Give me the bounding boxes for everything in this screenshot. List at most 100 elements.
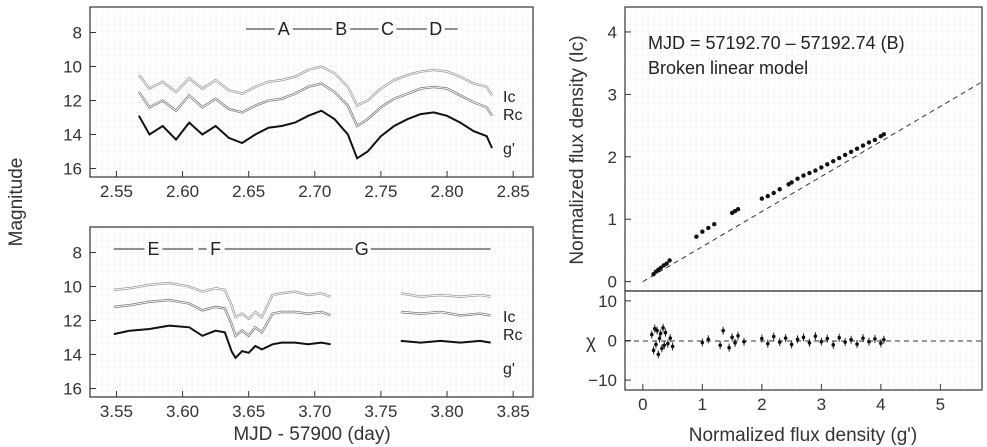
residual-point <box>652 326 657 331</box>
residual-point <box>766 341 770 346</box>
x-tick-label: 3 <box>817 395 826 414</box>
data-point <box>700 229 705 234</box>
x-tick-label: 2.80 <box>430 182 463 201</box>
residual-point <box>837 335 841 340</box>
x-tick-label: 2.55 <box>100 182 133 201</box>
series-line-inner-ic <box>138 66 493 107</box>
residual-point <box>882 337 886 342</box>
residual-point <box>831 343 836 347</box>
x-tick-label: 3.85 <box>497 402 530 421</box>
residual-point <box>855 342 859 346</box>
x-tick-label: 3.75 <box>364 402 397 421</box>
series-label-ic: Ic <box>503 89 515 106</box>
series-label-g: g' <box>503 361 515 378</box>
residual-point <box>721 328 725 333</box>
chart-bottom-left: 3.55 3.60 3.65 3.70 3.75 3.80 3.85 8 10 12 14 16 E F… <box>63 226 534 421</box>
residual-point <box>813 334 818 338</box>
y-tick-label: 1 <box>608 210 617 229</box>
data-point <box>860 143 866 148</box>
series-label-rc: Rc <box>503 107 523 124</box>
data-point <box>825 162 830 167</box>
shared-y-axis-label: Magnitude <box>6 158 27 247</box>
data-point <box>854 146 860 151</box>
series-label-rc: Rc <box>503 327 523 344</box>
y-axis-label-ic: Normalized flux density (Ic) <box>567 35 588 264</box>
x-tick-label: 2.75 <box>364 182 397 201</box>
residual-point <box>807 341 812 345</box>
shared-x-axis-label: MJD - 57900 (day) <box>233 424 390 445</box>
x-tick-label: 2.60 <box>166 182 199 201</box>
residual-point <box>706 337 711 342</box>
plot-area-top-right <box>624 6 983 292</box>
y-tick-label: 16 <box>63 380 82 399</box>
y-tick-label: 4 <box>608 23 617 42</box>
x-tick-label: 2.85 <box>497 182 530 201</box>
residual-point <box>733 341 737 345</box>
y-tick-label: 8 <box>73 244 82 263</box>
series-line-inner-rc <box>113 299 491 337</box>
x-tick-label: 2 <box>757 395 766 414</box>
residual-point <box>661 326 665 330</box>
chart-top-left: 2.55 2.60 2.65 2.70 2.75 2.80 2.85 8 10 12 14 16 A B… <box>63 6 534 201</box>
residual-point <box>795 337 800 342</box>
residual-point <box>861 336 865 340</box>
residual-point <box>700 340 705 345</box>
residual-point <box>849 337 853 342</box>
data-point <box>694 234 699 239</box>
residual-point <box>789 342 794 347</box>
data-point <box>759 196 765 201</box>
residual-point <box>666 341 670 346</box>
annotation-model: Broken linear model <box>648 58 808 78</box>
x-tick-label: 4 <box>876 395 885 414</box>
x-tick-label: 2.70 <box>298 182 331 201</box>
y-axis-label-chi: χ <box>586 332 596 353</box>
x-tick-label: 3.60 <box>166 402 199 421</box>
residual-point <box>730 335 734 340</box>
data-point <box>789 180 794 185</box>
data-point <box>848 149 854 155</box>
x-tick-label: 0 <box>638 395 647 414</box>
y-tick-label: 12 <box>63 312 82 331</box>
y-tick-label: 8 <box>73 24 82 43</box>
x-tick-label: 2.65 <box>232 182 265 201</box>
residual-point <box>662 343 667 348</box>
series-line-inner-ic <box>113 282 491 320</box>
y-tick-label: 10 <box>63 58 82 77</box>
series-label-ic: Ic <box>503 309 515 326</box>
data-point <box>813 168 818 173</box>
residual-point <box>663 330 668 335</box>
residual-point <box>742 339 746 344</box>
y-tick-label: 16 <box>63 160 82 179</box>
data-point <box>667 258 672 263</box>
data-point <box>795 176 800 181</box>
residual-point <box>783 336 788 340</box>
residual-point <box>736 333 740 338</box>
data-point <box>658 265 663 271</box>
data-point <box>777 187 782 192</box>
data-point <box>801 173 806 178</box>
segment-label-c: C <box>381 19 394 39</box>
residual-point <box>879 341 883 346</box>
x-tick-label: 3.55 <box>100 402 133 421</box>
y-tick-label: 10 <box>598 292 617 311</box>
data-point <box>831 158 836 164</box>
annotation-mjd-range: MJD = 57192.70 – 57192.74 (B) <box>648 33 905 53</box>
residual-point <box>825 336 830 341</box>
segment-label-d: D <box>429 19 442 39</box>
residual-point <box>668 336 673 340</box>
chart-bottom-right: 0 1 2 3 4 5 10 0 −10 χ Normalized flux density (… <box>586 290 983 446</box>
residual-point <box>655 328 659 333</box>
x-tick-label: 5 <box>936 395 945 414</box>
residual-point <box>657 336 662 341</box>
model-line <box>642 81 983 283</box>
series-line-g <box>138 109 493 160</box>
residual-point <box>670 344 675 349</box>
residual-point <box>843 340 847 344</box>
x-tick-label: 3.70 <box>298 402 331 421</box>
segment-label-f: F <box>210 239 221 259</box>
data-point <box>872 137 878 143</box>
data-point <box>712 222 717 227</box>
y-tick-label: 10 <box>63 278 82 297</box>
x-tick-label: 3.65 <box>232 402 265 421</box>
